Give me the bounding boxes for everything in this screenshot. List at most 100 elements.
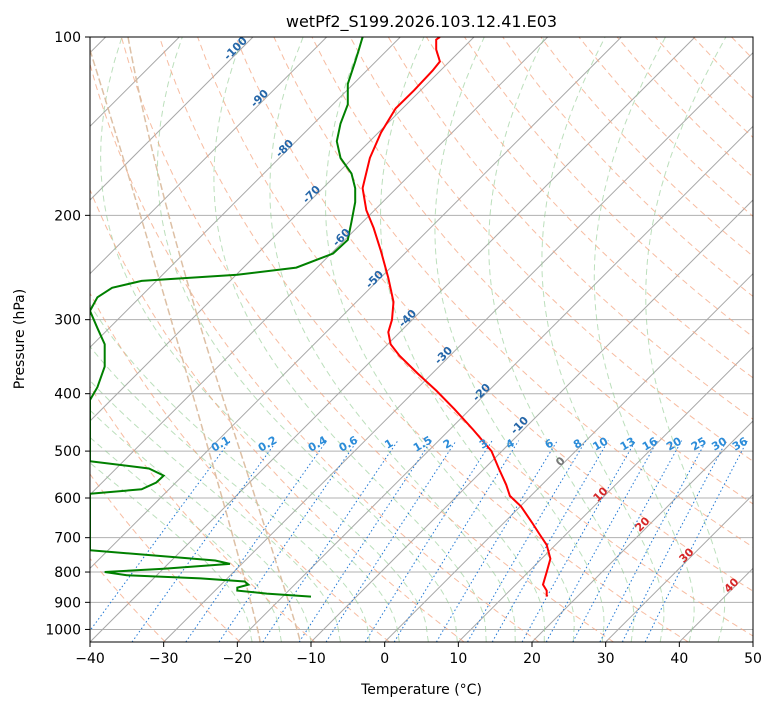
dry-adiabat	[578, 37, 753, 218]
dry-adiabat	[770, 37, 775, 642]
isotherm-line	[457, 346, 753, 642]
moist-adiabat	[593, 37, 695, 642]
isotherm-line	[531, 420, 753, 642]
mixing-ratio-line	[393, 440, 520, 642]
y-tick-label: 700	[54, 531, 81, 547]
y-axis-label: Pressure (hPa)	[12, 289, 28, 389]
dry-adiabat	[425, 37, 753, 379]
mixing-ratio-label: 2	[441, 437, 454, 452]
isotherm-gridlines	[90, 37, 753, 642]
moist-adiabat-curves	[90, 37, 727, 642]
moist-adiabat	[90, 379, 341, 642]
plot-frame	[89, 36, 754, 643]
x-axis: −40 −30 −20 −10 0 10 20 30 40 50	[75, 642, 762, 667]
y-tick-label: 300	[54, 313, 81, 329]
dry-adiabat-label: -30	[432, 344, 455, 367]
isotherm-line	[605, 493, 753, 642]
x-tick-label: 10	[449, 651, 467, 667]
x-tick-label: −10	[296, 651, 326, 667]
x-tick-label: −20	[223, 651, 253, 667]
dry-adiabat	[235, 37, 753, 592]
x-tick-label: −40	[75, 651, 105, 667]
isotherm-line	[90, 37, 401, 349]
isotherm-line	[236, 125, 753, 642]
x-tick-label: 30	[597, 651, 615, 667]
dry-adiabat	[311, 37, 753, 505]
mixing-ratio-line	[521, 440, 637, 642]
y-tick-label: 400	[54, 387, 81, 403]
dry-adiabat	[159, 37, 689, 642]
x-axis-label: Temperature (°C)	[360, 682, 482, 698]
isotherm-line	[310, 199, 753, 642]
dry-adiabat	[120, 37, 614, 642]
mixing-ratio-line	[298, 440, 432, 642]
mixing-ratio-line	[599, 440, 707, 642]
y-tick-label: 800	[54, 565, 81, 581]
mixing-ratio-line	[621, 440, 728, 642]
y-tick-label: 1000	[45, 622, 81, 638]
mixing-ratio-label: 4	[504, 436, 517, 451]
mixing-ratio-line	[491, 440, 609, 642]
temperature-line	[361, 37, 552, 597]
y-axis: 100 200 300 400 500 600 700 800 900 1000	[45, 30, 90, 638]
mixing-ratio-line	[325, 440, 457, 642]
background-curve	[90, 49, 261, 642]
isotherm-line	[90, 37, 622, 570]
mixing-ratio-lines	[90, 440, 748, 642]
chart-title: wetPf2_S199.2026.103.12.41.E03	[286, 12, 557, 32]
moist-adiabat	[541, 37, 665, 642]
moist-adiabat	[90, 462, 253, 642]
mixing-ratio-line	[131, 440, 278, 642]
moist-adiabat	[379, 37, 575, 642]
dry-adiabat-label: -40	[396, 307, 419, 330]
series-lines	[90, 37, 552, 598]
moist-adiabat	[434, 37, 605, 642]
moist-adiabat	[156, 37, 458, 642]
dry-adiabat	[502, 37, 753, 298]
y-tick-label: 100	[54, 30, 81, 46]
dry-adiabat	[387, 37, 753, 420]
dry-adiabat	[464, 37, 753, 338]
dry-adiabat	[90, 62, 540, 642]
background-curves	[90, 37, 301, 642]
background-curve	[127, 37, 301, 642]
moist-adiabat	[90, 345, 371, 642]
dry-adiabat	[90, 473, 241, 642]
moist-adiabat-label: 30	[677, 545, 697, 565]
x-tick-label: 40	[670, 651, 688, 667]
mixing-ratio-line	[185, 440, 328, 642]
isotherm-line	[90, 37, 475, 422]
y-tick-label: 500	[54, 444, 81, 460]
dry-adiabat	[349, 37, 753, 462]
mixing-ratio-line	[262, 440, 399, 642]
dry-adiabat-curves	[90, 37, 775, 642]
dry-adiabat	[90, 385, 316, 642]
dry-adiabat-label: -10	[508, 414, 531, 437]
dry-adiabat	[273, 37, 753, 548]
plot-area: 0.1 0.2 0.4 0.6 1 1.5 2 3 4 6 8 10 13 16 20 25 30 36-100-…	[90, 37, 775, 642]
x-tick-label: 0	[380, 651, 389, 667]
mixing-ratio-line	[364, 440, 493, 642]
isobar-gridlines	[90, 37, 753, 630]
isotherm-line	[90, 37, 328, 275]
x-tick-label: 20	[523, 651, 541, 667]
dry-adiabat	[90, 292, 390, 642]
isotherm-line	[678, 567, 753, 642]
mixing-ratio-line	[572, 440, 683, 642]
dry-adiabat-label: -80	[273, 137, 296, 160]
isotherm-line	[90, 37, 254, 201]
mixing-ratio-label: 3	[477, 437, 490, 452]
dry-adiabat	[692, 37, 753, 99]
moist-adiabat	[213, 37, 487, 642]
moist-adiabat	[645, 37, 727, 642]
x-tick-label: −30	[149, 651, 179, 667]
y-tick-label: 900	[54, 595, 81, 611]
mixing-ratio-line	[218, 440, 358, 642]
moist-adiabat	[90, 436, 282, 642]
isotherm-line	[752, 641, 753, 642]
moist-adiabat-label: 10	[591, 484, 611, 504]
dry-adiabat-label: -70	[300, 183, 323, 206]
dewpoint-line	[90, 37, 364, 598]
mixing-ratio-label: 6	[543, 436, 556, 451]
